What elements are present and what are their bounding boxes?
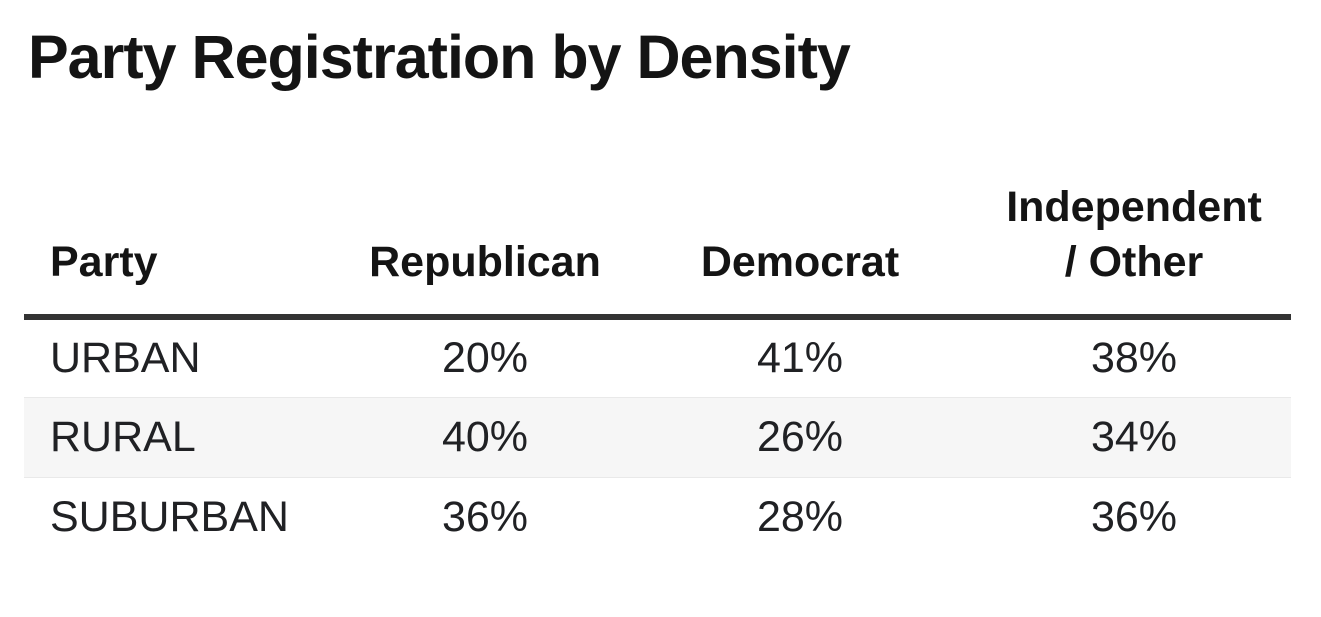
cell-suburban-independent: 36% <box>1090 492 1178 541</box>
cell-rural-label: RURAL <box>50 412 196 461</box>
cell-urban-democrat: 41% <box>756 333 844 382</box>
header-independent-other: Independent / Other <box>977 180 1291 321</box>
cell-suburban-label: SUBURBAN <box>50 492 289 541</box>
table-row-suburban: SUBURBAN 36% 28% 36% <box>24 477 1291 557</box>
table-row-urban: URBAN 20% 41% 38% <box>24 317 1291 397</box>
cell-rural-independent: 34% <box>1090 412 1178 461</box>
cell-rural-republican: 40% <box>441 412 529 461</box>
cell-suburban-democrat: 28% <box>756 492 844 541</box>
header-democrat: Democrat <box>623 180 977 321</box>
table-body: URBAN 20% 41% 38% RURAL 40% 26% 34% SUBU… <box>24 317 1291 557</box>
party-registration-table: Party Republican Democrat Independent / … <box>24 180 1291 557</box>
header-republican: Republican <box>347 180 623 321</box>
cell-rural-democrat: 26% <box>756 412 844 461</box>
cell-urban-republican: 20% <box>441 333 529 382</box>
header-party: Party <box>24 180 347 321</box>
cell-urban-label: URBAN <box>50 333 201 382</box>
page-title: Party Registration by Density <box>28 23 851 91</box>
header-row: Party Republican Democrat Independent / … <box>24 180 1291 321</box>
cell-suburban-republican: 36% <box>441 492 529 541</box>
cell-urban-independent: 38% <box>1090 333 1178 382</box>
table-header: Party Republican Democrat Independent / … <box>24 180 1291 321</box>
table-row-rural: RURAL 40% 26% 34% <box>24 397 1291 478</box>
